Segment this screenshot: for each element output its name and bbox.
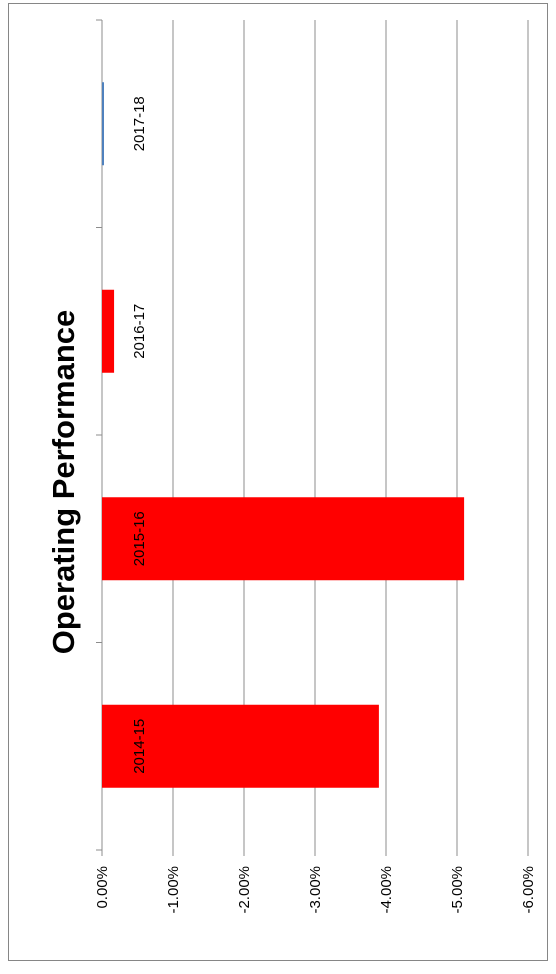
value-tick-label: -5.00%: [449, 866, 466, 914]
bars: [102, 82, 465, 788]
category-label: 2015-16: [131, 511, 148, 566]
bar: [102, 497, 465, 581]
category-label: 2017-18: [131, 96, 148, 151]
value-tick-label: 0.00%: [94, 866, 111, 909]
bar: [102, 289, 115, 373]
bar: [102, 82, 104, 166]
chart-title: Operating Performance: [46, 310, 81, 655]
value-tick-labels: 0.00% -1.00% -2.00% -3.00% -4.00% -5.00% -6.00…: [94, 866, 537, 914]
value-tick-label: -2.00%: [236, 866, 253, 914]
value-tick-label: -4.00%: [378, 866, 395, 914]
category-labels: 2014-15 2015-16 2016-17 2017-18: [131, 96, 148, 774]
bar: [102, 704, 379, 788]
chart-border: [8, 3, 548, 961]
category-label: 2014-15: [131, 719, 148, 774]
value-tick-label: -6.00%: [520, 866, 537, 914]
value-tick-label: -3.00%: [307, 866, 324, 914]
value-tick-label: -1.00%: [165, 866, 182, 914]
category-label: 2016-17: [131, 304, 148, 359]
